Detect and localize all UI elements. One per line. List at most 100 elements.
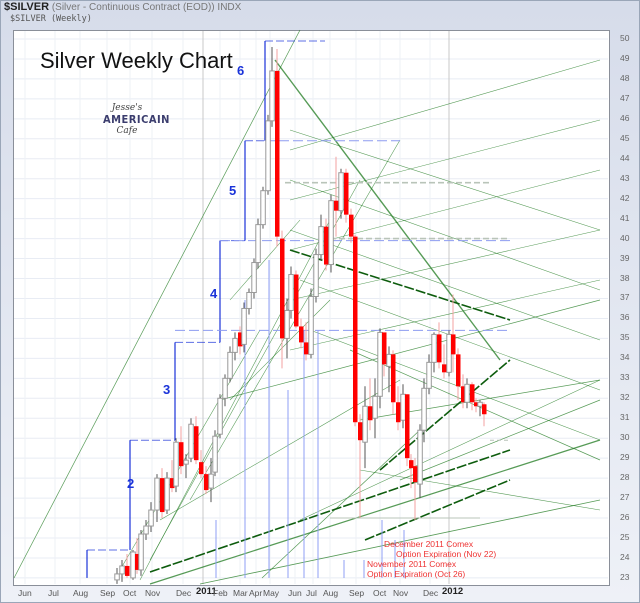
fan-line <box>219 299 601 401</box>
candle-body-up <box>143 525 149 535</box>
candle-body-down <box>135 553 140 570</box>
y-tick-label: 48 <box>620 72 630 83</box>
nov-expiry-line-1: November 2011 Comex <box>367 559 457 569</box>
candle-body-up <box>308 295 314 355</box>
fan-line <box>13 29 301 579</box>
candle-body-up <box>386 353 392 367</box>
fan-line <box>149 439 601 585</box>
y-tick-label: 49 <box>620 52 630 63</box>
x-tick-label: Mar <box>233 588 248 598</box>
fan-line-major <box>364 479 511 541</box>
logo-line-2: AMERICAIN <box>103 113 170 126</box>
americain-cafe-logo: Jesse's AMERICAIN Cafe <box>103 103 170 136</box>
nov-expiry-line-2: Option Expiration (Oct 26) <box>367 569 466 579</box>
fan-line <box>289 279 601 351</box>
candle-body-down <box>358 422 363 441</box>
y-tick-label: 24 <box>620 551 630 562</box>
candle-body-down <box>437 334 442 363</box>
fan-line <box>289 59 601 151</box>
candle-body-up <box>232 337 238 353</box>
y-tick-label: 26 <box>620 512 630 523</box>
candle-body-down <box>299 326 304 343</box>
candle-body-up <box>114 573 120 581</box>
candle-body-up <box>464 383 470 403</box>
candle-body-up <box>284 309 290 339</box>
y-tick-label: 36 <box>620 312 630 323</box>
candle-body-up <box>208 473 214 489</box>
candle-body-down <box>461 386 466 403</box>
fan-line <box>289 229 601 301</box>
fan-line <box>359 469 601 511</box>
candle-body-down <box>125 565 130 576</box>
y-tick-label: 27 <box>620 492 630 503</box>
candle-body-up <box>377 331 383 397</box>
candle-body-up <box>148 509 154 527</box>
y-tick-label: 45 <box>620 132 630 143</box>
x-tick-label: 2011 <box>196 586 217 597</box>
candle-body-down <box>179 442 184 467</box>
x-tick-label: Apr <box>249 588 263 598</box>
x-tick-label: Nov <box>393 588 409 598</box>
y-tick-label: 31 <box>620 412 630 423</box>
candle-body-up <box>255 224 261 264</box>
x-tick-label: May <box>263 588 280 598</box>
symbol-description: (Silver - Continuous Contract (EOD)) IND… <box>51 2 242 13</box>
candle-body-down <box>294 274 299 327</box>
fan-line-major <box>379 359 511 471</box>
candle-body-down <box>344 172 349 215</box>
candle-body-up <box>265 120 271 192</box>
candle-body-down <box>451 334 456 355</box>
dec-expiry-annotation: December 2011 Comex Option Expiration (N… <box>384 539 496 559</box>
candle-body-up <box>183 459 189 465</box>
candle-body-up <box>421 387 427 431</box>
x-tick-label: Dec <box>176 588 192 598</box>
candle-body-up <box>362 405 368 443</box>
y-tick-label: 40 <box>620 232 630 243</box>
candle-body-down <box>482 404 487 415</box>
nov-expiry-annotation: November 2011 Comex Option Expiration (O… <box>367 559 465 579</box>
fan-line <box>289 229 601 341</box>
candle-body-down <box>349 214 354 237</box>
fan-line <box>199 499 601 585</box>
candle-body-up <box>251 262 257 293</box>
candle-body-down <box>194 426 199 461</box>
y-tick-label: 28 <box>620 472 630 483</box>
candle-body-up <box>400 393 406 421</box>
candle-body-up <box>269 70 275 122</box>
dec-expiry-line-1: December 2011 Comex <box>384 539 474 549</box>
fan-line <box>289 129 601 231</box>
candle-body-up <box>318 226 324 256</box>
fan-line-major <box>149 449 511 573</box>
x-tick-label: Jul <box>306 588 317 598</box>
candle-body-up <box>328 200 334 266</box>
candle-body-up <box>173 441 179 487</box>
candle-body-down <box>324 226 329 265</box>
candle-body-up <box>212 435 218 473</box>
candle-body-down <box>368 406 373 421</box>
y-tick-label: 43 <box>620 172 630 183</box>
candle-body-down <box>334 200 339 211</box>
candle-body-up <box>164 477 170 511</box>
candle-body-down <box>470 384 475 403</box>
x-tick-label: 2012 <box>442 586 464 597</box>
candle-body-down <box>413 466 418 483</box>
candle-body-down <box>396 402 401 423</box>
y-tick-label: 30 <box>620 432 630 443</box>
wave-label: 2 <box>127 476 135 492</box>
x-tick-label: Aug <box>73 588 89 598</box>
y-tick-label: 34 <box>620 352 630 363</box>
candle-body-up <box>260 190 266 226</box>
candle-body-up <box>446 333 452 373</box>
candle-body-down <box>405 394 410 459</box>
candle-body-down <box>409 460 414 469</box>
y-tick-label: 47 <box>620 92 630 103</box>
candle-body-up <box>154 477 160 511</box>
x-tick-label: Sep <box>100 588 116 598</box>
x-tick-label: Dec <box>423 588 439 598</box>
x-tick-label: Sep <box>349 588 365 598</box>
chart-title: Silver Weekly Chart <box>40 48 233 73</box>
x-tick-label: Nov <box>145 588 161 598</box>
candle-body-up <box>417 429 423 485</box>
fan-line <box>289 169 601 251</box>
